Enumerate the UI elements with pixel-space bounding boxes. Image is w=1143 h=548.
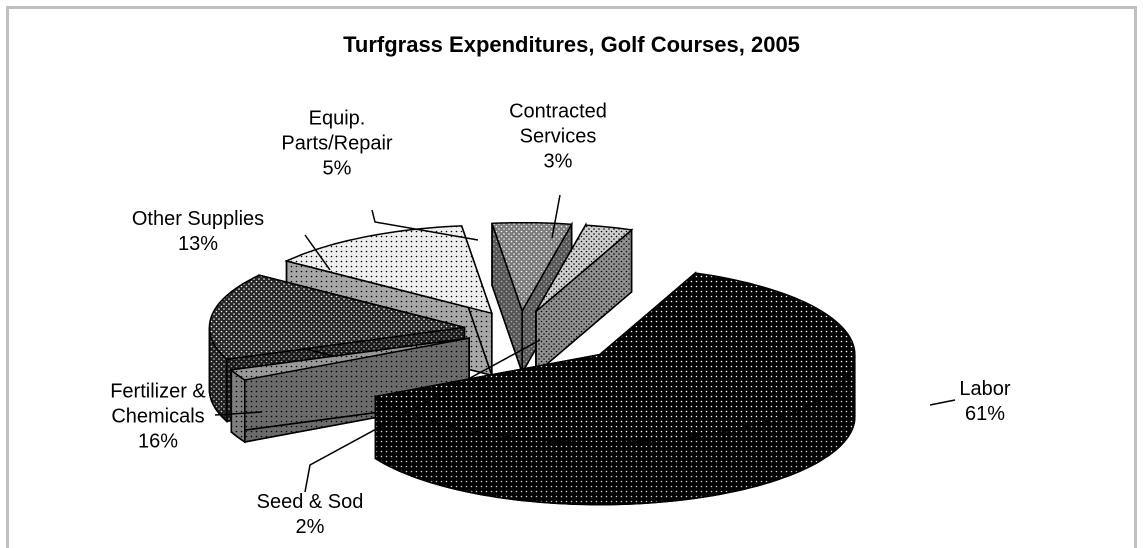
slice-label: Equip. Parts/Repair 5% [267, 107, 407, 182]
value-label: 61% [964, 403, 1006, 425]
category-label: Equip. Parts/Repair [281, 107, 393, 155]
value-label: 5% [322, 157, 352, 180]
slice [229, 337, 470, 444]
category-label: Fertilizer & Chemicals [110, 380, 206, 428]
frame [6, 6, 1137, 548]
slice-label: Fertilizer & Chemicals 16% [83, 380, 233, 455]
slice-label: Contracted Services 3% [493, 100, 623, 175]
category-label: Other Supplies [131, 208, 265, 230]
slice [373, 271, 856, 506]
category-label: Seed & Sod [256, 491, 364, 513]
chart-title: Turfgrass Expenditures, Golf Courses, 20… [343, 32, 800, 57]
slice-top [229, 337, 470, 381]
value-label: 16% [137, 430, 179, 453]
slice-label: Seed & Sod 2% [220, 490, 400, 540]
slice-label: Labor 61% [940, 377, 1030, 427]
leader-line [929, 399, 956, 406]
value-label: 13% [177, 233, 219, 255]
value-label: 3% [543, 150, 573, 173]
slice [535, 222, 634, 377]
slice-top [208, 274, 465, 361]
slice-side-shade [230, 368, 246, 444]
slice-top [490, 221, 573, 313]
leader-line [371, 209, 479, 241]
leader-line [551, 194, 561, 239]
slice-label: Other Supplies 13% [98, 207, 298, 257]
value-label: 2% [295, 516, 325, 538]
slice-top [284, 225, 493, 315]
leader-line [304, 234, 331, 271]
slice-top [373, 272, 856, 444]
leader-line [304, 339, 541, 493]
category-label: Labor [959, 378, 1011, 400]
leader-line [214, 411, 263, 416]
slice-top [535, 224, 634, 312]
category-label: Contracted Services [509, 100, 607, 148]
